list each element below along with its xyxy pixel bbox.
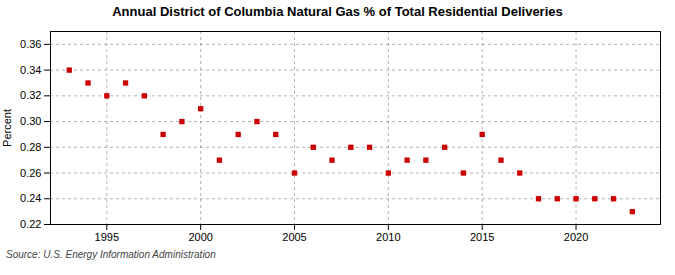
svg-text:Percent: Percent [1, 109, 13, 147]
svg-text:2015: 2015 [470, 231, 494, 243]
svg-text:1995: 1995 [95, 231, 119, 243]
svg-text:0.28: 0.28 [20, 141, 41, 153]
svg-text:2000: 2000 [188, 231, 212, 243]
html-text:Source: U.S. Energy Informatio: Source: U.S. Energy Information Administ… [6, 249, 216, 260]
svg-text:2010: 2010 [376, 231, 400, 243]
svg-text:0.22: 0.22 [20, 218, 41, 230]
svg-text:0.34: 0.34 [20, 64, 41, 76]
svg-text:0.30: 0.30 [20, 115, 41, 127]
html-text:Annual District of Columbia Na: Annual District of Columbia Natural Gas … [112, 4, 563, 19]
svg-text:0.26: 0.26 [20, 167, 41, 179]
svg-text:0.36: 0.36 [20, 38, 41, 50]
svg-text:0.24: 0.24 [20, 192, 41, 204]
svg-text:0.32: 0.32 [20, 89, 41, 101]
svg-text:2020: 2020 [564, 231, 588, 243]
svg-text:2005: 2005 [282, 231, 306, 243]
